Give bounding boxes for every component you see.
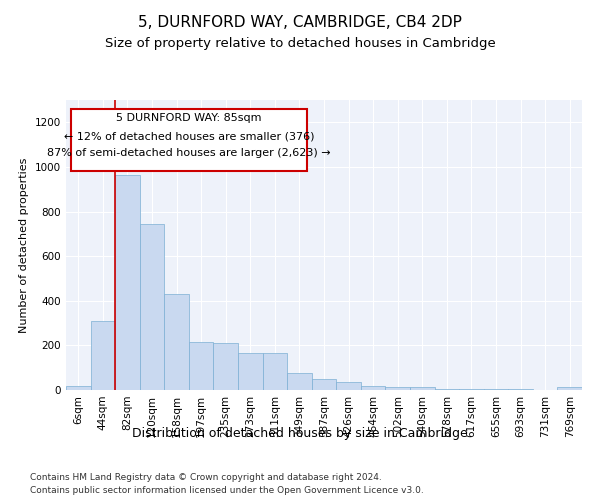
- Bar: [140, 224, 164, 390]
- Bar: [336, 382, 361, 390]
- Text: Size of property relative to detached houses in Cambridge: Size of property relative to detached ho…: [104, 38, 496, 51]
- Bar: [287, 374, 312, 390]
- Bar: [484, 389, 508, 390]
- Bar: [263, 353, 287, 390]
- Bar: [91, 321, 115, 390]
- Bar: [557, 386, 582, 390]
- Bar: [434, 389, 459, 390]
- Text: Contains public sector information licensed under the Open Government Licence v3: Contains public sector information licen…: [30, 486, 424, 495]
- Bar: [508, 389, 533, 390]
- Bar: [361, 386, 385, 390]
- Bar: [189, 342, 214, 390]
- Bar: [115, 174, 140, 390]
- Bar: [238, 353, 263, 390]
- Bar: [312, 379, 336, 390]
- Text: 5, DURNFORD WAY, CAMBRIDGE, CB4 2DP: 5, DURNFORD WAY, CAMBRIDGE, CB4 2DP: [138, 15, 462, 30]
- Bar: [459, 389, 484, 390]
- Text: Contains HM Land Registry data © Crown copyright and database right 2024.: Contains HM Land Registry data © Crown c…: [30, 472, 382, 482]
- Bar: [385, 386, 410, 390]
- Text: Distribution of detached houses by size in Cambridge: Distribution of detached houses by size …: [132, 428, 468, 440]
- Bar: [66, 386, 91, 390]
- Bar: [164, 294, 189, 390]
- Bar: [214, 343, 238, 390]
- FancyBboxPatch shape: [71, 109, 307, 172]
- Text: 5 DURNFORD WAY: 85sqm: 5 DURNFORD WAY: 85sqm: [116, 114, 262, 124]
- Text: ← 12% of detached houses are smaller (376): ← 12% of detached houses are smaller (37…: [64, 131, 314, 141]
- Y-axis label: Number of detached properties: Number of detached properties: [19, 158, 29, 332]
- Text: 87% of semi-detached houses are larger (2,623) →: 87% of semi-detached houses are larger (…: [47, 148, 331, 158]
- Bar: [410, 386, 434, 390]
